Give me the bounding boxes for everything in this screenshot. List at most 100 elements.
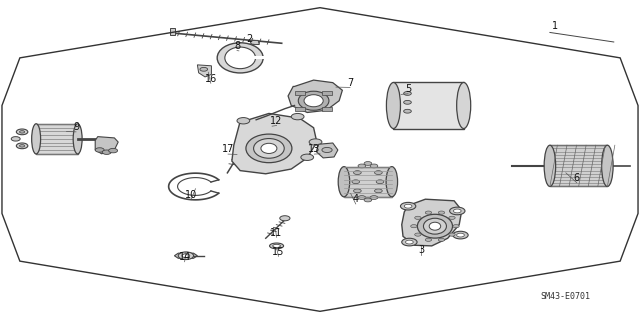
Ellipse shape [273, 244, 280, 248]
Polygon shape [232, 114, 317, 174]
Polygon shape [402, 199, 462, 246]
Circle shape [353, 171, 361, 174]
Circle shape [438, 211, 445, 214]
Text: 1: 1 [552, 21, 558, 31]
Circle shape [449, 233, 455, 236]
Polygon shape [197, 65, 211, 77]
Text: 2: 2 [246, 34, 253, 44]
Polygon shape [174, 253, 197, 258]
Polygon shape [95, 137, 118, 154]
Text: 17: 17 [222, 144, 234, 154]
Circle shape [450, 207, 465, 215]
Text: 3: 3 [418, 245, 424, 255]
Circle shape [401, 202, 416, 210]
Circle shape [358, 196, 365, 199]
Circle shape [280, 216, 290, 221]
Circle shape [404, 204, 412, 208]
Polygon shape [253, 56, 266, 59]
Text: 10: 10 [185, 190, 197, 200]
Circle shape [353, 189, 361, 193]
Circle shape [404, 109, 412, 113]
Circle shape [301, 154, 314, 160]
Text: 8: 8 [234, 41, 240, 51]
Circle shape [415, 233, 421, 236]
Text: 16: 16 [205, 73, 217, 84]
Bar [36, 124, 77, 154]
Circle shape [291, 114, 304, 120]
Circle shape [449, 216, 455, 219]
Ellipse shape [246, 134, 292, 163]
Ellipse shape [429, 222, 441, 230]
Bar [322, 91, 332, 94]
Ellipse shape [457, 83, 470, 129]
Ellipse shape [338, 167, 349, 197]
Circle shape [178, 252, 193, 260]
Circle shape [17, 129, 28, 135]
Circle shape [364, 198, 372, 202]
Circle shape [20, 145, 25, 147]
Circle shape [404, 92, 412, 95]
Circle shape [309, 139, 322, 145]
Bar [322, 107, 332, 111]
Ellipse shape [253, 138, 284, 158]
Text: 14: 14 [179, 252, 191, 262]
Circle shape [453, 231, 468, 239]
Circle shape [374, 171, 382, 174]
Bar [252, 118, 263, 122]
Text: 9: 9 [73, 122, 79, 132]
Text: 13: 13 [308, 144, 321, 154]
Polygon shape [250, 41, 259, 45]
Text: 5: 5 [405, 84, 412, 94]
Bar [295, 107, 305, 111]
Ellipse shape [424, 218, 447, 234]
Bar [344, 167, 392, 197]
Circle shape [364, 161, 372, 165]
Circle shape [352, 180, 360, 184]
Text: 12: 12 [270, 116, 283, 126]
Circle shape [322, 147, 332, 152]
Circle shape [358, 164, 365, 168]
Ellipse shape [269, 243, 284, 249]
Circle shape [453, 225, 460, 228]
Text: SM43-E0701: SM43-E0701 [540, 292, 590, 301]
Circle shape [406, 240, 413, 244]
Circle shape [370, 164, 378, 168]
Ellipse shape [261, 143, 277, 153]
Circle shape [438, 238, 445, 241]
Ellipse shape [217, 43, 263, 73]
Ellipse shape [602, 145, 613, 187]
Ellipse shape [544, 145, 556, 187]
Ellipse shape [386, 167, 397, 197]
Polygon shape [170, 28, 175, 35]
Circle shape [246, 134, 258, 140]
Circle shape [425, 238, 431, 241]
Circle shape [404, 100, 412, 104]
Circle shape [237, 118, 250, 124]
Bar [295, 91, 305, 94]
Polygon shape [316, 143, 338, 158]
Circle shape [109, 148, 118, 153]
Bar [550, 145, 607, 187]
Circle shape [102, 150, 111, 154]
Circle shape [415, 216, 421, 219]
Ellipse shape [225, 47, 255, 69]
Circle shape [411, 225, 417, 228]
Ellipse shape [298, 91, 329, 110]
Ellipse shape [387, 83, 401, 129]
Ellipse shape [304, 95, 323, 107]
Text: 6: 6 [573, 173, 580, 183]
Polygon shape [288, 80, 342, 113]
Circle shape [370, 196, 378, 199]
Text: 7: 7 [347, 78, 353, 88]
Bar [394, 83, 464, 129]
Text: 15: 15 [272, 247, 285, 256]
Text: 11: 11 [271, 227, 283, 238]
Circle shape [457, 233, 465, 237]
Circle shape [17, 143, 28, 149]
Text: 4: 4 [353, 194, 359, 204]
Ellipse shape [31, 124, 40, 154]
Circle shape [12, 137, 20, 141]
Circle shape [402, 238, 417, 246]
Circle shape [95, 148, 104, 152]
Circle shape [425, 211, 431, 214]
